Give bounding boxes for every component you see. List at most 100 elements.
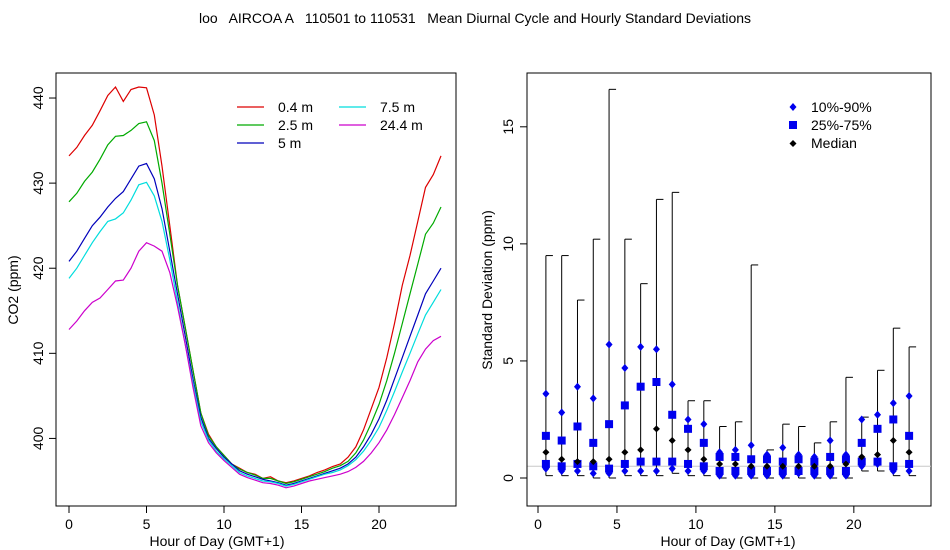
series-line-0 [68,85,442,484]
right-x-tick-label: 20 [846,516,862,532]
legend-label-1: 2.5 m [278,117,313,133]
marker-p25 [541,459,550,468]
legend-marker-p25-p75 [789,121,797,129]
marker-median [542,448,550,456]
marker-p90 [858,415,866,424]
marker-p75 [684,424,693,433]
marker-p10 [621,466,629,475]
legend-marker-p10-p90 [789,103,797,111]
right-x-axis-label: Hour of Day (GMT+1) [661,533,796,549]
left-y-tick-label: 410 [30,341,46,365]
marker-median [716,460,724,468]
marker-p25 [889,462,898,471]
marker-median [637,446,645,454]
marker-p10 [573,466,581,475]
legend-label-p10-p90: 10%-90% [811,99,872,115]
marker-p10 [589,469,597,478]
marker-median [652,425,660,433]
marker-p25 [747,466,756,475]
marker-p75 [794,455,803,464]
marker-p25 [826,466,835,475]
marker-p90 [889,399,897,408]
right-marks-group [541,88,917,480]
legend-label-4: 24.4 m [380,117,423,133]
marker-p25 [873,457,882,466]
marker-p25 [699,462,708,471]
left-x-tick-label: 20 [371,516,387,532]
marker-p25 [778,466,787,475]
marker-p25 [636,457,645,466]
marker-p75 [762,455,771,464]
marker-p75 [541,431,550,440]
marker-p25 [668,457,677,466]
right-x-axis: 0 5 10 15 20 [534,505,862,532]
marker-median [573,458,581,466]
marker-median [558,455,566,463]
marker-p75 [699,438,708,447]
marker-p90 [573,382,581,391]
marker-p25 [652,457,661,466]
marker-p25 [605,464,614,473]
right-y-axis-label: Standard Deviation (ppm) [479,210,495,370]
marker-p75 [905,431,914,440]
marker-median [842,460,850,468]
left-legend: 0.4 m 2.5 m 5 m 7.5 m 24.4 m [237,99,423,151]
right-y-tick-label: 15 [500,119,516,135]
marker-median [605,455,613,463]
marker-p90 [747,441,755,450]
marker-p90 [542,389,550,398]
marker-p75 [573,422,582,431]
page-title: loo AIRCOA A 110501 to 110531 Mean Diurn… [198,10,752,26]
series-line-2 [68,162,442,486]
marker-p90 [637,342,645,351]
marker-p75 [841,455,850,464]
marker-p10 [637,466,645,475]
marker-p75 [605,420,614,429]
marker-p25 [589,462,598,471]
marker-p90 [905,392,913,401]
marker-p75 [857,438,866,447]
marker-p75 [873,424,882,433]
marker-p90 [731,445,739,454]
marker-median [874,451,882,459]
marker-median [889,437,897,445]
series-line-1 [68,121,442,485]
marker-median [684,446,692,454]
marker-p90 [700,420,708,429]
marker-p10 [652,466,660,475]
marker-median [589,458,597,466]
right-y-tick-label: 10 [500,236,516,252]
marker-median [810,462,818,470]
marker-p25 [794,466,803,475]
marker-p75 [589,438,598,447]
marker-p75 [557,436,566,445]
marker-p75 [620,401,629,410]
right-x-tick-label: 5 [613,516,621,532]
right-x-tick-label: 10 [688,516,704,532]
marker-p75 [778,457,787,466]
marker-p90 [874,410,882,419]
marker-p90 [652,345,660,354]
marker-p25 [715,466,724,475]
marker-p10 [684,466,692,475]
marker-p75 [810,457,819,466]
marker-p25 [684,459,693,468]
marker-p90 [621,363,629,372]
marker-p75 [826,452,835,461]
marker-p25 [810,466,819,475]
legend-label-2: 5 m [278,135,301,151]
marker-p90 [668,380,676,389]
marker-p75 [636,382,645,391]
left-y-tick-label: 440 [30,86,46,110]
marker-median [621,448,629,456]
marker-median [668,437,676,445]
marker-median [858,453,866,461]
marker-p10 [905,466,913,475]
marker-median [731,460,739,468]
marker-median [763,462,771,470]
marker-p25 [762,466,771,475]
marker-p90 [826,436,834,445]
series-line-3 [68,181,442,487]
marker-p75 [747,455,756,464]
